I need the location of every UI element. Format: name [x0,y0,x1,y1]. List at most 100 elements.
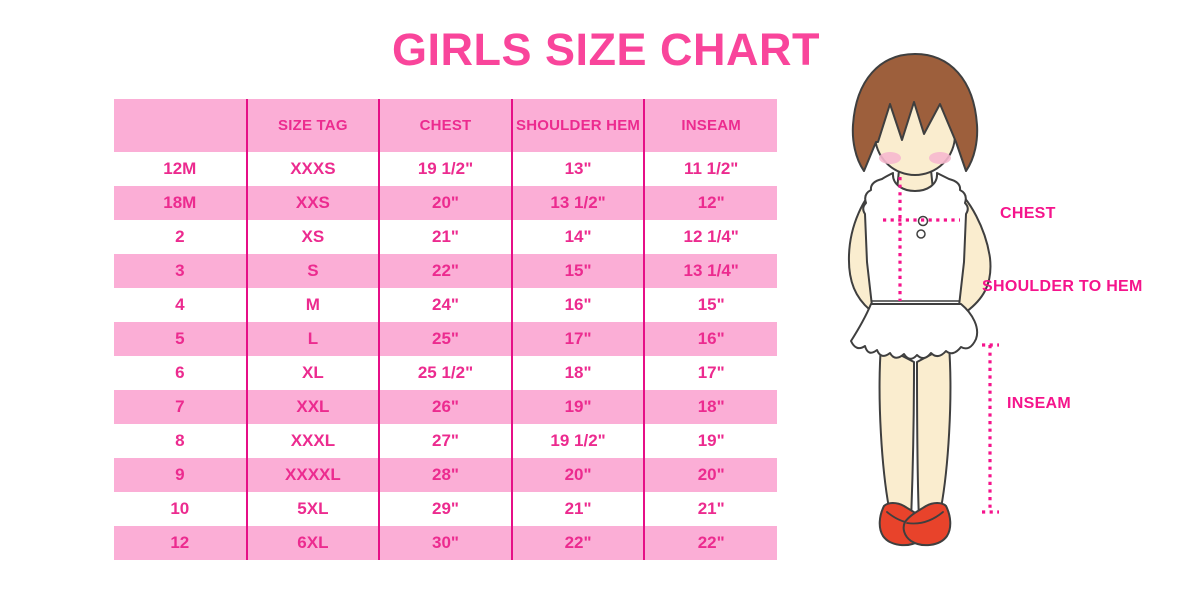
page-title: GIRLS SIZE CHART [391,24,821,75]
girl-top [862,172,969,307]
girl-skirt [850,303,979,360]
table-row: 12M XXXS 19 1/2" 13" 11 1/2" [114,152,777,186]
table-cell: 22" [644,526,777,560]
table-cell: 25 1/2" [379,356,513,390]
table-row: 9 XXXXL 28" 20" 20" [114,458,777,492]
table-cell: 19 1/2" [511,424,646,458]
table-cell: 6 [114,356,248,390]
table-cell: 5XL [246,492,381,526]
table-cell: 2 [114,220,248,254]
size-table-grid: SIZE TAG CHEST SHOULDER HEM INSEAM 12M XXXS 1… [114,99,777,560]
table-row: 3 S 22" 15" 13 1/4" [114,254,777,288]
table-cell: 20" [511,458,646,492]
table-cell: 19" [697,431,725,450]
table-cell: M [246,288,381,322]
table-cell: XXXS [246,152,381,186]
table-cell: S [246,254,381,288]
table-cell: XXL [246,390,381,424]
table-cell: 3 [114,254,248,288]
table-row: 2 XS 21" 14" 12 1/4" [114,220,777,254]
column-header: SIZE TAG [246,99,381,152]
size-table: SIZE TAG CHEST SHOULDER HEM INSEAM 12M XXXS 1… [114,99,777,560]
size-table-body: 12M XXXS 19 1/2" 13" 11 1/2" 18M XXS 20" 13 1/2"… [114,152,777,560]
table-row: 4 M 24" 16" 15" [114,288,777,322]
girl-right-shoe [902,502,952,547]
table-cell: 29" [379,492,513,526]
size-table-header: SIZE TAG CHEST SHOULDER HEM INSEAM [114,99,777,152]
table-cell: 10 [114,492,248,526]
inseam-measurement-label: INSEAM [1007,395,1072,412]
table-cell: 22" [511,526,646,560]
table-row: 8 XXXL 27" 19 1/2" 19" [114,424,777,458]
table-cell: 16" [644,322,777,356]
inseam-measure-line [982,343,999,514]
table-cell: 15" [511,254,646,288]
girl-right-leg [916,344,952,524]
table-cell: 11 1/2" [683,159,739,178]
table-row: 7 XXL 26" 19" 18" [114,390,777,424]
girl-top-button-2 [916,229,926,239]
table-cell: XXS [246,186,381,220]
girl-left-leg [878,344,915,524]
table-cell: 17" [511,322,646,356]
table-cell: XXXXL [246,458,381,492]
table-cell: 21" [697,499,725,518]
table-cell: 12 [114,526,248,560]
table-cell: 26" [379,390,513,424]
table-row: 18M XXS 20" 13 1/2" 12" [114,186,777,220]
table-cell: 4 [114,288,248,322]
table-cell: 13 1/4" [644,254,777,288]
table-cell: 21" [511,492,646,526]
table-cell: 19 1/2" [379,152,513,186]
table-cell: 7 [114,390,248,424]
table-cell: 14" [511,220,646,254]
table-cell: 24" [379,288,513,322]
table-cell: 20" [379,186,513,220]
column-header [114,99,248,152]
table-cell: 16" [511,288,646,322]
column-header: CHEST [379,99,513,152]
table-cell: 9 [114,458,248,492]
table-cell: 18" [511,356,646,390]
table-cell: 30" [379,526,513,560]
table-cell: L [246,322,381,356]
table-cell: 6XL [246,526,381,560]
table-cell: 15" [697,295,725,314]
table-cell: 18M [114,186,248,220]
shoulder-to-hem-measurement-label: SHOULDER TO HEM [982,278,1143,295]
table-cell: 13 1/2" [511,186,646,220]
chest-measurement-label: CHEST [1000,205,1056,222]
table-cell: 5 [114,322,248,356]
table-cell: 21" [379,220,513,254]
girl-figure-drawing [847,53,999,547]
table-row: 12 6XL 30" 22" 22" [114,526,777,560]
girl-left-cheek-blush [879,152,901,164]
table-cell: 27" [379,424,513,458]
girl-illustration [820,40,1200,600]
column-header: SHOULDER HEM [511,99,646,152]
table-cell: 28" [379,458,513,492]
girl-right-shoe-strap [906,511,944,525]
table-cell: 13" [511,152,646,186]
table-cell: 12 1/4" [683,227,739,246]
table-cell: 8 [114,424,248,458]
table-cell: 22" [379,254,513,288]
table-cell: 25" [379,322,513,356]
table-cell: 12" [644,186,777,220]
girl-right-cheek-blush [929,152,951,164]
girl-hair [851,53,979,172]
table-cell: 12M [114,152,248,186]
table-cell: 19" [511,390,646,424]
table-cell: 18" [644,390,777,424]
table-cell: 17" [697,363,725,382]
table-row: 6 XL 25 1/2" 18" 17" [114,356,777,390]
table-cell: XS [246,220,381,254]
table-cell: 20" [644,458,777,492]
table-row: 10 5XL 29" 21" 21" [114,492,777,526]
header-row: SIZE TAG CHEST SHOULDER HEM INSEAM [114,99,777,152]
table-cell: XXXL [246,424,381,458]
column-header: INSEAM [644,99,777,152]
table-cell: XL [246,356,381,390]
table-row: 5 L 25" 17" 16" [114,322,777,356]
